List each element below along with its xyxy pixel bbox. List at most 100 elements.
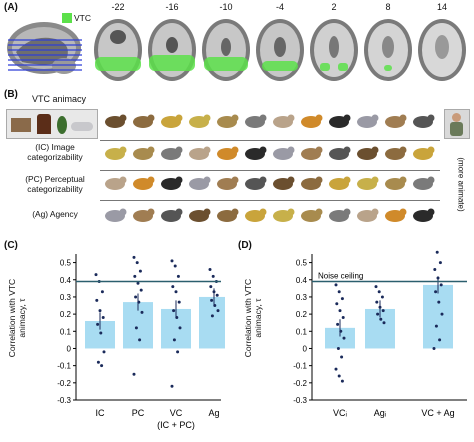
axial-slice-image (418, 19, 466, 81)
y-tick-label: 0 (67, 344, 72, 353)
data-point (336, 346, 340, 350)
animal-icon-head (147, 146, 155, 154)
slice-number: -10 (219, 2, 233, 12)
axial-slice-image (202, 19, 250, 81)
data-point (94, 273, 98, 277)
data-point (340, 297, 344, 301)
data-point (336, 322, 340, 326)
x-tick-label: VC + Ag (421, 408, 454, 418)
animal-icon-head (119, 208, 127, 216)
y-tick-label: -0.1 (57, 362, 71, 371)
data-point (440, 312, 444, 316)
animal-icon-head (371, 176, 379, 184)
sagittal-brain-image (7, 22, 82, 74)
data-point (340, 379, 344, 383)
animal-icon-head (119, 146, 127, 154)
x-tick-label: IC (96, 408, 106, 418)
data-point (138, 269, 142, 273)
data-point (215, 293, 219, 297)
animal-icon-head (315, 146, 323, 154)
y-tick-label: -0.1 (293, 362, 307, 371)
animal-icon-head (175, 176, 183, 184)
data-point (381, 309, 385, 313)
data-point (341, 316, 345, 320)
animal-icon-head (231, 114, 239, 122)
data-point (140, 310, 144, 314)
data-point (132, 372, 136, 376)
animal-icons-grid (105, 114, 435, 222)
more-animate-label: (more animate) (456, 157, 466, 212)
animal-icon-head (203, 208, 211, 216)
data-point (209, 285, 213, 289)
data-point (434, 290, 438, 294)
animal-icon-head (175, 146, 183, 154)
row-separator (100, 200, 440, 201)
data-point (432, 346, 436, 350)
y-tick-label: 0.3 (296, 293, 308, 302)
noise-ceiling-label: Noise ceiling (318, 271, 363, 280)
data-point (433, 267, 437, 271)
row-label-vtc-animacy: VTC animacy (32, 94, 87, 104)
data-point (95, 298, 99, 302)
data-point (136, 281, 140, 285)
slice-number: -16 (165, 2, 179, 12)
x-tick-label: PC (132, 408, 145, 418)
animal-icon-head (371, 146, 379, 154)
bar (423, 284, 453, 349)
data-point (173, 264, 177, 268)
animal-icon-head (343, 114, 351, 122)
animal-icon-head (343, 146, 351, 154)
animal-icon-head (427, 208, 435, 216)
y-axis-label-c: Correlation with VTC animacy, τ (7, 278, 27, 358)
animal-icon-head (147, 114, 155, 122)
data-point (172, 338, 176, 342)
data-point (334, 367, 338, 371)
animal-icon-head (259, 208, 267, 216)
data-point (135, 261, 139, 265)
y-tick-label: 0.2 (60, 310, 72, 319)
data-point (170, 384, 174, 388)
y-tick-label: 0.1 (296, 327, 308, 336)
data-point (176, 274, 180, 278)
animal-icon-head (315, 208, 323, 216)
y-axis-label-d: Correlation with VTC animacy, τ (243, 278, 263, 358)
y-tick-label: -0.3 (57, 396, 71, 405)
data-point (337, 374, 341, 378)
bar (325, 327, 355, 349)
data-point (376, 312, 380, 316)
animal-icon-head (259, 114, 267, 122)
y-tick-label: 0.1 (60, 327, 72, 336)
y-tick-label: 0.5 (60, 259, 72, 268)
slice-number: 2 (331, 2, 337, 12)
axial-slice-image (94, 19, 142, 81)
panel-label-c: (C) (4, 240, 18, 251)
data-point (134, 295, 138, 299)
y-tick-label: -0.3 (293, 396, 307, 405)
data-point (211, 274, 215, 278)
data-point (438, 261, 442, 265)
y-tick-label: 0.2 (296, 310, 308, 319)
data-point (382, 321, 386, 325)
row-separator (100, 170, 440, 171)
y-tick-label: -0.2 (293, 379, 307, 388)
bar-chart-d: 0.5 0.4 0.3 0.2 0.1 0 -0.1 -0.2 -0.3 Noise ceilin… (293, 250, 467, 418)
animal-icon-head (399, 208, 407, 216)
y-tick-label: -0.2 (57, 379, 71, 388)
panel-label-b: (B) (4, 89, 18, 100)
axial-slice-image (256, 19, 304, 81)
animal-icon-head (147, 176, 155, 184)
y-tick-label: 0.4 (296, 276, 308, 285)
x-tick-label: VCᵢ (333, 408, 347, 418)
row-label-ic: (IC) Image categorizability (27, 142, 83, 162)
row-separator (100, 140, 440, 141)
bar (199, 296, 225, 349)
data-point (342, 336, 346, 340)
data-point (377, 290, 381, 294)
animal-icon-head (427, 114, 435, 122)
data-point (216, 309, 220, 313)
data-point (434, 324, 438, 328)
data-point (172, 309, 176, 313)
animal-icon-head (287, 146, 295, 154)
animal-icon-head (287, 114, 295, 122)
data-point (334, 283, 338, 287)
